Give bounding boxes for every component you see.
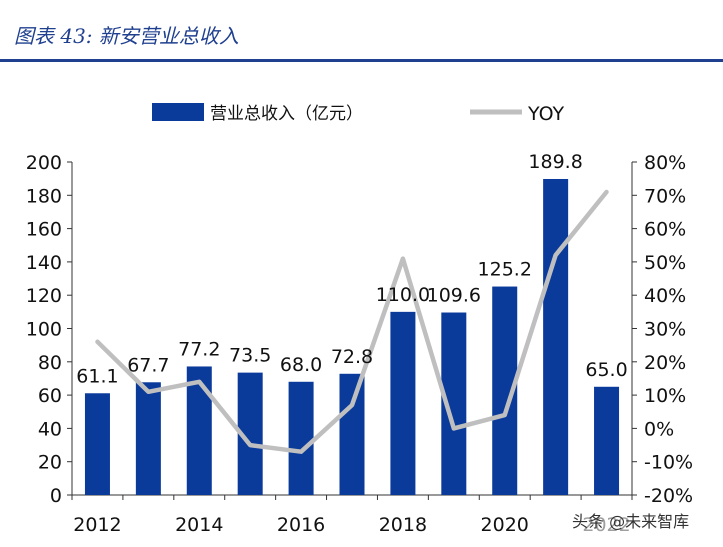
bar-value-label-2016: 68.0 xyxy=(280,354,322,376)
bar-value-label-2015: 73.5 xyxy=(229,345,271,367)
x-tick-label: 2020 xyxy=(481,514,529,536)
y-left-tick-label: 60 xyxy=(38,385,62,407)
x-tick-label: 2014 xyxy=(175,514,223,536)
title-divider xyxy=(0,59,723,62)
bar-value-label-2019: 109.6 xyxy=(427,285,481,307)
legend-label-yoy: YOY xyxy=(527,103,564,125)
bar-value-label-2021: 189.8 xyxy=(528,151,582,173)
y-left-tick-label: 80 xyxy=(38,352,62,374)
y-right-tick-label: 20% xyxy=(644,352,686,374)
figure-title: 图表 43: 新安营业总收入 xyxy=(14,24,239,48)
y-right-tick-label: 80% xyxy=(644,152,686,174)
bar-2022 xyxy=(594,386,620,495)
legend-swatch-revenue xyxy=(152,103,204,121)
y-left-tick-label: 100 xyxy=(26,319,62,341)
bar-value-label-2014: 77.2 xyxy=(178,338,220,360)
bar-value-label-2018: 110.0 xyxy=(376,284,430,306)
y-right-tick-label: -20% xyxy=(644,485,693,507)
y-left-tick-label: 120 xyxy=(26,285,62,307)
bar-value-label-2017: 72.8 xyxy=(331,346,373,368)
bar-2014 xyxy=(186,366,212,495)
y-right-tick-label: 30% xyxy=(644,319,686,341)
y-right-tick-label: 50% xyxy=(644,252,686,274)
y-right-tick-label: 40% xyxy=(644,285,686,307)
bar-2021 xyxy=(543,178,569,495)
yoy-line xyxy=(95,189,609,454)
bar-2013 xyxy=(135,382,161,495)
y-right-tick-label: 0% xyxy=(644,418,674,440)
x-tick-label: 2012 xyxy=(73,514,121,536)
y-right-tick-label: 70% xyxy=(644,185,686,207)
bar-value-label-2020: 125.2 xyxy=(478,259,532,281)
x-tick-label: 2016 xyxy=(277,514,325,536)
bar-2017 xyxy=(339,373,365,495)
watermark: 头条 @未来智库 xyxy=(572,508,690,532)
y-right-tick-label: 10% xyxy=(644,385,686,407)
bar-value-label-2013: 67.7 xyxy=(127,354,169,376)
legend-label-revenue: 营业总收入（亿元） xyxy=(210,104,363,124)
y-right-tick-label: 60% xyxy=(644,219,686,241)
bar-2018 xyxy=(390,311,416,495)
y-right-tick-label: -10% xyxy=(644,452,693,474)
x-tick-label: 2018 xyxy=(379,514,427,536)
bar-value-label-2022: 65.0 xyxy=(585,359,627,381)
y-left-tick-label: 160 xyxy=(26,219,62,241)
y-left-tick-label: 20 xyxy=(38,452,62,474)
bar-2012 xyxy=(84,393,110,495)
y-left-tick-label: 200 xyxy=(26,152,62,174)
y-left-tick-label: 0 xyxy=(50,485,62,507)
bar-2016 xyxy=(288,381,314,495)
y-left-tick-label: 140 xyxy=(26,252,62,274)
bar-value-label-2012: 61.1 xyxy=(76,365,118,387)
y-left-tick-label: 40 xyxy=(38,418,62,440)
y-left-tick-label: 180 xyxy=(26,185,62,207)
